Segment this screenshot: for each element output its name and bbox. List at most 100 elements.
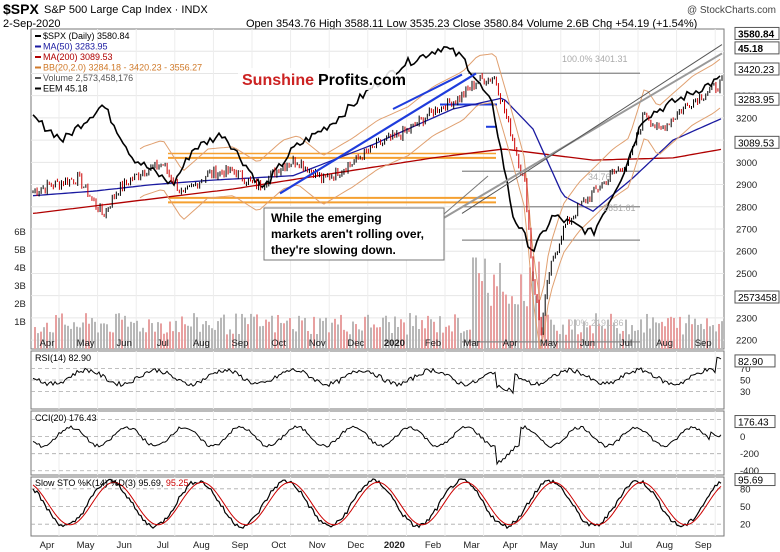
- volume-bar-59: [211, 328, 213, 349]
- bottom-x-label-0: Apr: [40, 540, 55, 551]
- bottom-x-label-7: Nov: [309, 540, 326, 551]
- volume-bar-222: [700, 323, 702, 349]
- y-tick-2200: 2200: [736, 336, 757, 347]
- volume-bar-206: [652, 317, 654, 349]
- volume-bar-137: [445, 326, 447, 349]
- annotation-line-2: markets aren't rolling over,: [271, 227, 424, 241]
- volume-bar-8: [58, 317, 60, 349]
- fib-label-low: 2651.61: [603, 203, 636, 213]
- volume-bar-52: [190, 326, 192, 349]
- y-tick-2900: 2900: [736, 180, 757, 191]
- volume-bar-83: [283, 323, 285, 349]
- volume-bar-24: [106, 324, 108, 349]
- volume-bar-6: [52, 332, 54, 349]
- volume-bar-104: [346, 331, 348, 349]
- volume-bar-72: [250, 313, 252, 349]
- legend-entry-3: BB(20,2.0) 3284.18 - 3420.23 - 3556.27: [43, 63, 202, 73]
- volume-bar-12: [70, 328, 72, 349]
- bottom-x-label-1: May: [77, 540, 95, 551]
- volume-bar-96: [322, 320, 324, 349]
- price-label-1: 45.18: [738, 44, 763, 55]
- price-label-0: 3580.84: [738, 29, 775, 40]
- volume-bar-214: [676, 327, 678, 349]
- volume-bar-212: [670, 316, 672, 349]
- volume-bar-107: [355, 324, 357, 349]
- vol-tick-3B: 3B: [14, 281, 26, 292]
- volume-bar-88: [298, 315, 300, 349]
- volume-bar-54: [196, 317, 198, 349]
- volume-bar-13: [73, 322, 75, 349]
- volume-bar-199: [631, 325, 633, 349]
- volume-bar-142: [460, 332, 462, 349]
- volume-bar-147: [475, 257, 477, 349]
- price-x-label-17: Sep: [695, 338, 712, 349]
- volume-bar-196: [622, 330, 624, 349]
- chart-date: 2-Sep-2020: [3, 18, 61, 30]
- annotation-line-1: While the emerging: [271, 211, 382, 225]
- volume-bar-123: [403, 322, 405, 349]
- volume-bar-217: [685, 323, 687, 349]
- price-label-box-1: [734, 41, 780, 55]
- volume-bar-192: [610, 313, 612, 349]
- volume-bar-73: [253, 316, 255, 349]
- channel-line-gray: [439, 52, 723, 221]
- volume-bar-69: [241, 313, 243, 349]
- index-name: S&P 500 Large Cap Index · INDX: [44, 4, 208, 16]
- volume-bar-92: [310, 333, 312, 349]
- volume-bar-109: [361, 330, 363, 349]
- volume-bar-1: [37, 333, 39, 349]
- volume-bar-84: [286, 320, 288, 349]
- volume-bar-207: [655, 322, 657, 349]
- volume-bar-187: [595, 313, 597, 349]
- price-x-label-5: Sep: [232, 338, 249, 349]
- bottom-x-label-10: Feb: [425, 540, 441, 551]
- volume-bar-131: [427, 315, 429, 349]
- volume-bar-205: [649, 328, 651, 349]
- volume-bar-31: [127, 326, 129, 349]
- volume-bar-61: [217, 321, 219, 349]
- volume-bar-16: [82, 322, 84, 349]
- volume-bar-138: [448, 325, 450, 349]
- volume-bar-135: [439, 316, 441, 349]
- sto-title: Slow STO %K(14) %D(3) 95.69, 95.25: [35, 478, 188, 488]
- volume-bar-165: [529, 267, 531, 349]
- volume-bar-188: [598, 323, 600, 349]
- sto-d-line: [32, 481, 722, 526]
- price-x-label-8: Dec: [347, 338, 364, 349]
- volume-bar-67: [235, 313, 237, 349]
- annotation-box: While the emerging markets aren't rollin…: [263, 175, 489, 261]
- volume-bar-124: [406, 334, 408, 349]
- rsi-tick-50: 50: [740, 376, 751, 387]
- volume-bar-42: [160, 323, 162, 349]
- volume-bar-144: [466, 330, 468, 349]
- fib-label-mid: 34.76: [588, 172, 611, 182]
- volume-bar-80: [274, 332, 276, 349]
- price-label-4: 3089.53: [738, 138, 775, 149]
- volume-bar-70: [244, 317, 246, 349]
- volume-bar-189: [601, 325, 603, 349]
- vol-tick-5B: 5B: [14, 245, 26, 256]
- volume-bar-226: [712, 325, 714, 349]
- legend-entry-1: MA(50) 3283.95: [43, 42, 108, 52]
- y-tick-3000: 3000: [736, 158, 757, 169]
- volume-bar-209: [661, 321, 663, 349]
- volume-bar-129: [421, 320, 423, 349]
- volume-bar-184: [586, 327, 588, 349]
- volume-bar-150: [484, 258, 486, 349]
- volume-bar-197: [625, 319, 627, 349]
- volume-bar-136: [442, 332, 444, 349]
- volume-bar-213: [673, 318, 675, 349]
- vol-tick-1B: 1B: [14, 317, 26, 328]
- volume-bar-122: [400, 319, 402, 349]
- volume-bar-190: [604, 328, 606, 349]
- volume-bar-151: [487, 292, 489, 349]
- volume-bar-116: [382, 317, 384, 349]
- price-series: [32, 44, 723, 350]
- volume-bar-15: [79, 327, 81, 349]
- volume-bar-193: [613, 322, 615, 349]
- volume-bar-21: [97, 332, 99, 349]
- bottom-x-label-8: Dec: [347, 540, 364, 551]
- volume-bar-81: [277, 314, 279, 349]
- volume-bar-182: [580, 332, 582, 349]
- volume-bar-39: [151, 323, 153, 349]
